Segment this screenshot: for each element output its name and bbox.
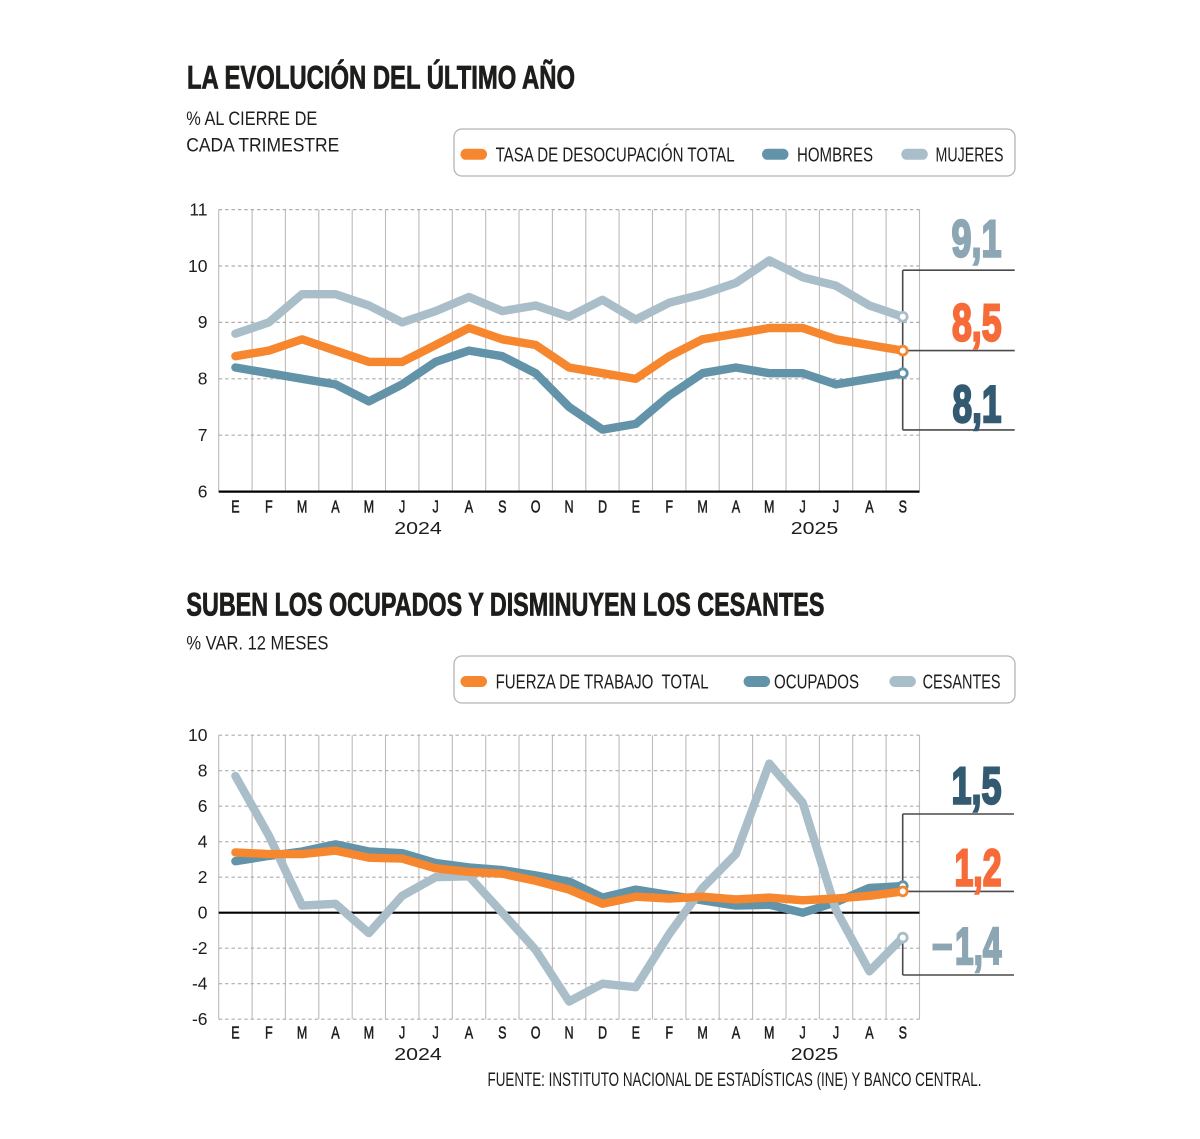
svg-text:8,1: 8,1 <box>953 376 1002 434</box>
svg-text:2024: 2024 <box>394 518 442 538</box>
svg-text:A: A <box>331 497 340 517</box>
svg-text:A: A <box>465 497 474 517</box>
svg-text:2: 2 <box>198 867 208 887</box>
svg-text:SUBEN LOS OCUPADOS Y DISMINUYE: SUBEN LOS OCUPADOS Y DISMINUYEN LOS CESA… <box>186 587 824 623</box>
svg-text:D: D <box>598 497 607 517</box>
svg-text:D: D <box>598 1024 607 1044</box>
svg-text:M: M <box>364 497 374 517</box>
svg-text:M: M <box>697 497 707 517</box>
svg-text:% AL CIERRE DE: % AL CIERRE DE <box>186 108 317 130</box>
svg-text:S: S <box>498 1024 506 1044</box>
svg-text:OCUPADOS: OCUPADOS <box>774 672 859 694</box>
svg-text:10: 10 <box>188 725 208 745</box>
svg-text:CADA TRIMESTRE: CADA TRIMESTRE <box>186 134 339 156</box>
svg-text:M: M <box>697 1024 707 1044</box>
svg-text:1,5: 1,5 <box>952 757 1002 815</box>
svg-text:J: J <box>833 1024 839 1044</box>
svg-text:E: E <box>632 1024 640 1044</box>
svg-text:F: F <box>265 1024 273 1044</box>
svg-text:O: O <box>531 1024 541 1044</box>
svg-text:6: 6 <box>198 481 208 501</box>
svg-text:F: F <box>665 497 673 517</box>
svg-text:FUERZA DE TRABAJO TOTAL: FUERZA DE TRABAJO TOTAL <box>496 672 709 694</box>
svg-text:2025: 2025 <box>791 1044 839 1064</box>
svg-text:A: A <box>331 1024 340 1044</box>
svg-text:E: E <box>632 497 640 517</box>
svg-text:J: J <box>399 1024 405 1044</box>
svg-text:M: M <box>297 1024 307 1044</box>
svg-text:LA EVOLUCIÓN DEL ÚLTIMO AÑO: LA EVOLUCIÓN DEL ÚLTIMO AÑO <box>187 59 575 95</box>
svg-text:11: 11 <box>189 199 207 219</box>
svg-text:HOMBRES: HOMBRES <box>797 144 873 166</box>
svg-text:0: 0 <box>198 903 208 923</box>
svg-text:1,4: 1,4 <box>955 918 1002 976</box>
svg-text:2025: 2025 <box>791 518 839 538</box>
svg-text:J: J <box>432 1024 438 1044</box>
svg-text:-2: -2 <box>192 938 208 958</box>
svg-text:% VAR. 12 MESES: % VAR. 12 MESES <box>186 633 328 655</box>
svg-text:6: 6 <box>198 796 208 816</box>
svg-text:J: J <box>399 497 405 517</box>
svg-text:1,2: 1,2 <box>955 840 1002 898</box>
svg-text:E: E <box>231 497 239 517</box>
svg-text:A: A <box>465 1024 474 1044</box>
svg-text:O: O <box>531 497 541 517</box>
svg-text:9,1: 9,1 <box>952 211 1002 269</box>
svg-text:N: N <box>565 1024 574 1044</box>
svg-text:M: M <box>297 497 307 517</box>
svg-text:F: F <box>265 497 273 517</box>
svg-text:N: N <box>565 497 574 517</box>
svg-text:7: 7 <box>198 425 208 445</box>
svg-text:S: S <box>899 1024 907 1044</box>
svg-text:J: J <box>800 497 806 517</box>
svg-text:8: 8 <box>198 761 208 781</box>
svg-text:10: 10 <box>188 256 208 276</box>
svg-text:8: 8 <box>198 369 208 389</box>
svg-text:E: E <box>231 1024 239 1044</box>
svg-text:S: S <box>899 497 907 517</box>
svg-text:M: M <box>764 497 774 517</box>
svg-text:4: 4 <box>198 832 208 852</box>
svg-text:MUJERES: MUJERES <box>936 144 1004 166</box>
svg-text:S: S <box>498 497 506 517</box>
svg-text:J: J <box>800 1024 806 1044</box>
svg-text:2024: 2024 <box>394 1044 442 1064</box>
svg-text:9: 9 <box>198 312 208 332</box>
svg-text:8,5: 8,5 <box>952 295 1002 353</box>
svg-text:FUENTE: INSTITUTO NACIONAL DE: FUENTE: INSTITUTO NACIONAL DE ESTADÍSTIC… <box>488 1070 982 1091</box>
svg-text:TASA DE DESOCUPACIÓN TOTAL: TASA DE DESOCUPACIÓN TOTAL <box>496 143 735 166</box>
svg-text:A: A <box>732 1024 741 1044</box>
svg-text:A: A <box>865 1024 874 1044</box>
svg-text:CESANTES: CESANTES <box>923 672 1001 694</box>
svg-text:A: A <box>865 497 874 517</box>
svg-text:-6: -6 <box>192 1009 208 1029</box>
svg-text:J: J <box>833 497 839 517</box>
svg-text:M: M <box>764 1024 774 1044</box>
svg-text:J: J <box>432 497 438 517</box>
svg-text:-4: -4 <box>192 974 208 994</box>
svg-text:F: F <box>665 1024 673 1044</box>
svg-text:M: M <box>364 1024 374 1044</box>
svg-text:A: A <box>732 497 741 517</box>
